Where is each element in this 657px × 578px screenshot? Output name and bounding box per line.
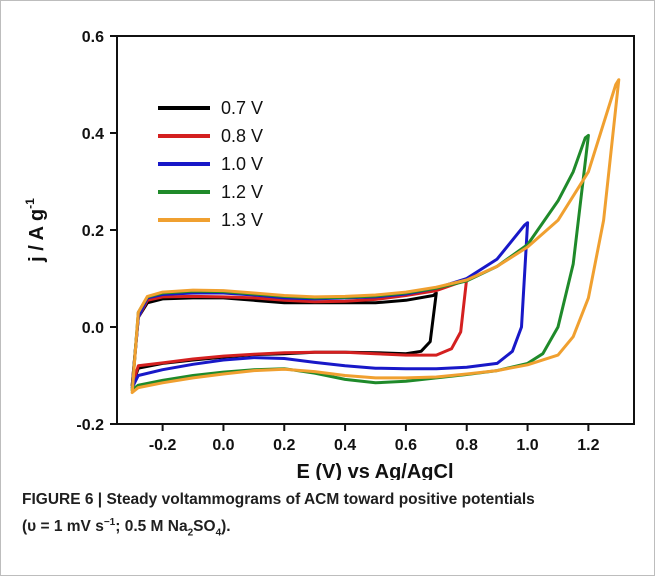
caption-so: SO <box>193 518 216 536</box>
x-tick-label: 1.0 <box>516 437 538 454</box>
x-tick-label: 0.4 <box>334 437 356 454</box>
caption-conditions-prefix: (υ = 1 mV s <box>22 518 104 536</box>
legend-label: 1.0 V <box>221 154 263 174</box>
series-line-0-7-V <box>130 291 438 387</box>
caption-conditions-end: ). <box>221 518 231 536</box>
y-tick-label: 0.6 <box>82 29 104 46</box>
series-line-1-0-V <box>130 221 530 390</box>
x-tick-label: 1.2 <box>577 437 599 454</box>
y-tick-label: 0.4 <box>82 126 104 143</box>
caption-figure-label: FIGURE 6 | <box>22 491 107 508</box>
caption-conditions-mid: ; 0.5 M Na <box>115 518 188 536</box>
x-tick-label: 0.2 <box>273 437 295 454</box>
x-axis-title: E (V) vs Ag/AgCl <box>296 461 453 480</box>
voltammogram-chart: -0.2 0.0 0.2 0.4 0.6 0.8 1.0 1.2 -0.2 0.0 0.2 0.4 0… <box>23 29 635 480</box>
legend: 0.7 V 0.8 V 1.0 V 1.2 V 1.3 V <box>158 98 263 230</box>
caption-na-subscript: 2 <box>187 527 194 539</box>
caption-line-2: (υ = 1 mV s−1; 0.5 M Na2SO4). <box>22 511 642 544</box>
series-curves <box>130 78 621 394</box>
x-axis-ticks: -0.2 0.0 0.2 0.4 0.6 0.8 1.0 1.2 <box>149 424 600 454</box>
x-tick-label: 0.0 <box>212 437 234 454</box>
series-line-1-3-V <box>130 78 621 394</box>
x-tick-label: 0.6 <box>395 437 417 454</box>
y-axis-ticks: -0.2 0.0 0.2 0.4 0.6 <box>76 29 117 434</box>
legend-label: 0.7 V <box>221 98 263 118</box>
caption-so-subscript: 4 <box>215 527 222 539</box>
caption-line-1: FIGURE 6 | Steady voltammograms of ACM t… <box>22 488 642 511</box>
y-tick-label: 0.0 <box>82 320 104 337</box>
caption-text: Steady voltammograms of ACM toward posit… <box>106 491 535 508</box>
y-tick-label: 0.2 <box>82 223 104 240</box>
y-axis-title-sup: -1 <box>23 198 37 209</box>
x-tick-label: 0.8 <box>456 437 478 454</box>
caption-unit-exponent: −1 <box>103 517 116 528</box>
y-axis-title: j / A g-1 <box>23 198 48 263</box>
legend-label: 1.3 V <box>221 210 263 230</box>
legend-label: 0.8 V <box>221 126 263 146</box>
x-tick-label: -0.2 <box>149 437 177 454</box>
plot-area-frame <box>116 35 635 425</box>
y-tick-label: -0.2 <box>76 417 104 434</box>
figure-caption: FIGURE 6 | Steady voltammograms of ACM t… <box>22 488 642 544</box>
y-axis-title-main: j / A g <box>26 209 48 263</box>
legend-label: 1.2 V <box>221 182 263 202</box>
